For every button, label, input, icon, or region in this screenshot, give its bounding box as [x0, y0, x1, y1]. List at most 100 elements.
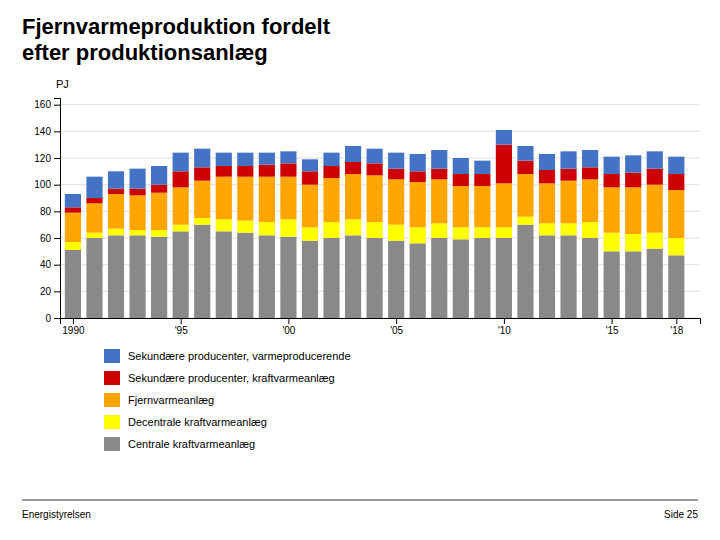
bar	[625, 155, 641, 172]
bar	[474, 174, 490, 186]
y-tick-label: 0	[45, 313, 51, 324]
bar	[388, 169, 404, 180]
bar	[237, 233, 253, 318]
bar	[302, 185, 318, 228]
bar	[582, 150, 598, 167]
bar	[453, 174, 469, 186]
bar	[367, 222, 383, 238]
title: Fjernvarmeproduktion fordeltefter produk…	[22, 14, 331, 65]
x-tick-label: '18	[670, 325, 683, 336]
x-tick-mark	[396, 318, 397, 324]
y-tick-mark	[54, 185, 60, 186]
legend-label: Fjernvarmeanlæg	[128, 394, 214, 406]
bar	[108, 171, 124, 188]
chart: Fjernvarmeproduktion fordeltefter produk…	[0, 0, 720, 540]
x-tick: '05	[390, 318, 403, 336]
y-label: PJ	[56, 78, 69, 90]
bar	[108, 189, 124, 194]
bar	[367, 238, 383, 318]
bar	[216, 153, 232, 166]
bar	[496, 145, 512, 184]
x-axis-line	[61, 319, 701, 325]
bar	[517, 174, 533, 217]
bar	[517, 146, 533, 161]
bar	[302, 171, 318, 184]
legend-swatch	[104, 349, 120, 363]
bar	[151, 193, 167, 230]
y-tick: 100	[34, 179, 60, 190]
grid	[60, 105, 700, 318]
y-tick-mark	[54, 105, 60, 106]
series	[65, 130, 685, 207]
x-tick: '10	[498, 318, 511, 336]
bar	[108, 235, 124, 318]
x-tick-mark	[612, 318, 613, 324]
x-tick-mark	[73, 318, 74, 324]
bar	[410, 243, 426, 318]
y-tick-label: 20	[40, 286, 52, 297]
bar	[173, 171, 189, 187]
bar	[431, 150, 447, 169]
bar	[280, 237, 296, 318]
bar	[216, 231, 232, 318]
bar	[345, 219, 361, 235]
y-tick-mark	[54, 158, 60, 159]
bar	[151, 185, 167, 193]
bar	[259, 165, 275, 177]
y-tick: 80	[40, 206, 60, 217]
bar	[388, 225, 404, 241]
bar	[108, 229, 124, 236]
bar	[302, 159, 318, 171]
y-tick: 160	[34, 99, 60, 110]
bar	[431, 238, 447, 318]
y-tick-label: 60	[40, 233, 52, 244]
bar	[65, 250, 81, 318]
bar	[86, 203, 102, 232]
bar	[625, 234, 641, 251]
y-axis-line	[54, 99, 61, 319]
x-tick: '95	[175, 318, 188, 336]
x-axis: 1990'95'00'05'10'15'18	[61, 318, 701, 336]
bar	[625, 173, 641, 188]
bar	[517, 161, 533, 174]
bar	[647, 249, 663, 318]
bar	[259, 153, 275, 165]
bar	[474, 238, 490, 318]
bar	[86, 238, 102, 318]
bar	[151, 166, 167, 185]
bar	[604, 251, 620, 318]
bar	[302, 227, 318, 240]
bar	[345, 146, 361, 162]
bar	[237, 177, 253, 221]
bar	[668, 174, 684, 190]
bar	[560, 181, 576, 224]
bar	[323, 153, 339, 166]
bar	[173, 187, 189, 224]
bar	[474, 161, 490, 174]
bar	[323, 166, 339, 178]
bar	[194, 218, 210, 225]
bar	[604, 157, 620, 174]
bar	[173, 231, 189, 318]
bar	[668, 157, 684, 174]
legend-swatch	[104, 393, 120, 407]
y-tick: 40	[40, 259, 60, 270]
y-tick-label: 40	[40, 259, 52, 270]
bar	[345, 235, 361, 318]
y-tick-mark	[54, 265, 60, 266]
bar	[625, 251, 641, 318]
y-tick: 0	[45, 313, 60, 324]
bar	[474, 227, 490, 238]
x-tick-label: '95	[175, 325, 188, 336]
bar	[194, 167, 210, 180]
bar	[216, 166, 232, 177]
bar	[560, 151, 576, 168]
x-tick: '00	[282, 318, 295, 336]
bar	[194, 149, 210, 168]
y-tick-label: 140	[34, 126, 51, 137]
bars	[65, 130, 685, 318]
x-tick-label: '05	[390, 325, 403, 336]
bar	[453, 239, 469, 318]
bar	[496, 238, 512, 318]
y-tick-label: 80	[40, 206, 52, 217]
